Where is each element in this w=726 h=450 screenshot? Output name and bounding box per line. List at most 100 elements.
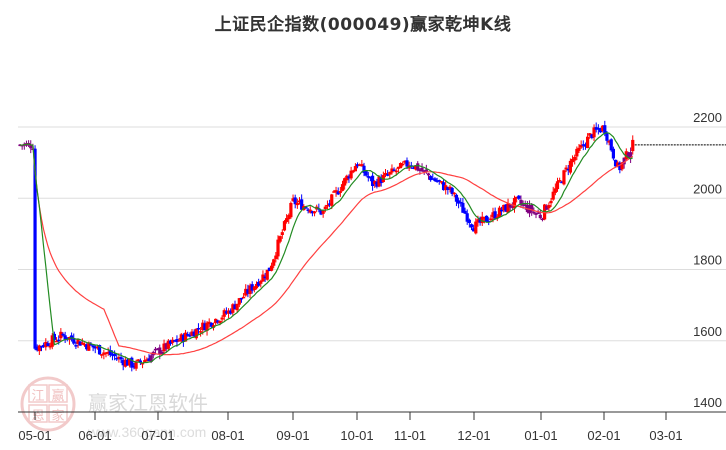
candle-body bbox=[371, 175, 375, 186]
candle-body bbox=[439, 181, 443, 183]
candle-body bbox=[143, 360, 147, 363]
candle-body bbox=[426, 173, 431, 176]
candle-body bbox=[433, 178, 437, 182]
candle-body bbox=[497, 207, 502, 217]
candle-body bbox=[186, 334, 190, 336]
candle-body bbox=[325, 204, 330, 207]
candle-body bbox=[252, 286, 256, 291]
candle-body bbox=[392, 169, 396, 172]
candle-body bbox=[388, 172, 392, 175]
candle-body bbox=[330, 194, 334, 206]
candle-body bbox=[416, 163, 420, 171]
candle-body bbox=[420, 167, 424, 172]
candle-body bbox=[95, 346, 99, 349]
candle-body bbox=[448, 186, 452, 189]
candle-body bbox=[158, 347, 162, 355]
candle-body bbox=[360, 164, 364, 167]
candle-body bbox=[89, 344, 93, 346]
candle-body bbox=[521, 204, 525, 206]
candle-body bbox=[353, 166, 357, 172]
y-axis-labels: 1400 1600 1800 2000 2200 bbox=[693, 110, 722, 410]
candle-body bbox=[323, 206, 327, 210]
candle-body bbox=[48, 345, 52, 348]
x-tick-label: 02-01 bbox=[587, 428, 620, 443]
candle-body bbox=[175, 339, 179, 343]
candle-body bbox=[192, 331, 196, 337]
candle-body bbox=[91, 345, 95, 348]
candle-body bbox=[618, 162, 622, 171]
candle-body bbox=[422, 170, 426, 172]
candle-body bbox=[506, 203, 510, 213]
candle-body bbox=[117, 356, 121, 359]
candle-body bbox=[340, 184, 345, 191]
candle-body bbox=[476, 219, 480, 223]
candle-body bbox=[624, 151, 628, 160]
candle-body bbox=[465, 213, 469, 222]
candle-body bbox=[153, 348, 158, 351]
candle-body bbox=[201, 322, 205, 331]
candle-body bbox=[50, 335, 54, 347]
candle-body bbox=[588, 133, 592, 136]
candle-body bbox=[274, 255, 278, 259]
candle-body bbox=[592, 127, 596, 138]
candle-body bbox=[401, 163, 405, 166]
candle-body bbox=[545, 205, 549, 210]
candle-body bbox=[80, 342, 84, 345]
candle-body bbox=[429, 176, 433, 181]
candle-body bbox=[613, 159, 618, 167]
candle-body bbox=[188, 335, 192, 337]
candle-body bbox=[472, 228, 476, 232]
candle-body bbox=[138, 360, 142, 363]
candle-body bbox=[82, 343, 87, 346]
candle-body bbox=[119, 357, 123, 360]
svg-text:家: 家 bbox=[51, 408, 64, 424]
candle-body bbox=[343, 178, 347, 186]
candle-body bbox=[276, 239, 280, 257]
candle-body bbox=[125, 359, 130, 366]
x-tick-label: 03-01 bbox=[649, 428, 682, 443]
candle-body bbox=[130, 357, 134, 368]
candle-body bbox=[289, 202, 293, 218]
candle-body bbox=[482, 216, 486, 219]
candle-body bbox=[216, 320, 220, 323]
candle-body bbox=[160, 351, 164, 355]
candle-body bbox=[246, 289, 250, 294]
candle-body bbox=[540, 218, 545, 221]
candle-body bbox=[364, 171, 368, 176]
candle-body bbox=[566, 168, 570, 171]
candle-body bbox=[345, 175, 349, 181]
candle-body bbox=[106, 352, 110, 354]
candle-body bbox=[257, 281, 261, 286]
x-tick-label: 05-01 bbox=[18, 428, 51, 443]
candle-body bbox=[452, 192, 456, 195]
candle-body bbox=[463, 210, 467, 214]
candle-body bbox=[293, 197, 297, 205]
candle-body bbox=[110, 354, 115, 356]
candle-body bbox=[196, 327, 201, 330]
candlesticks bbox=[18, 120, 635, 372]
candle-body bbox=[233, 304, 237, 310]
candle-body bbox=[168, 340, 173, 344]
candle-body bbox=[54, 340, 59, 343]
candle-body bbox=[577, 147, 581, 151]
candle-body bbox=[519, 199, 523, 205]
candle-body bbox=[390, 168, 394, 173]
candle-body bbox=[487, 220, 491, 223]
candle-body bbox=[536, 212, 540, 214]
watermark: 江赢恩 家 赢家江恩软件 www.360gann.com bbox=[20, 376, 208, 440]
candle-body bbox=[242, 296, 246, 299]
candle-body bbox=[220, 317, 224, 320]
candle-body bbox=[349, 170, 353, 179]
candle-body bbox=[435, 180, 439, 182]
candle-body bbox=[171, 339, 175, 343]
candle-body bbox=[61, 333, 65, 336]
candle-body bbox=[166, 340, 170, 349]
candle-body bbox=[222, 310, 226, 317]
candle-body bbox=[398, 162, 403, 169]
candle-body bbox=[205, 322, 209, 331]
candle-body bbox=[297, 200, 302, 203]
candle-body bbox=[76, 339, 80, 344]
candle-body bbox=[403, 160, 407, 163]
candle-body bbox=[424, 169, 428, 173]
candle-body bbox=[450, 187, 454, 195]
